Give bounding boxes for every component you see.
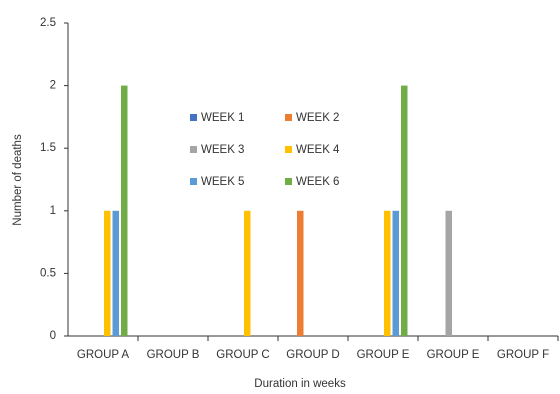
legend-label: WEEK 2 (296, 112, 339, 124)
legend-swatch (190, 178, 197, 185)
y-tick-label: 1.5 (40, 142, 56, 154)
y-tick-label: 2 (50, 80, 56, 92)
legend-swatch (190, 146, 197, 153)
legend-label: WEEK 5 (201, 176, 244, 188)
legend-label: WEEK 6 (296, 176, 339, 188)
bar (121, 85, 128, 336)
x-tick-label: GROUP E (357, 349, 410, 361)
x-tick-label: GROUP D (286, 349, 339, 361)
x-tick-label: GROUP C (216, 349, 269, 361)
y-axis-title: Number of deaths (12, 134, 24, 226)
bar (445, 210, 452, 336)
y-tick-label: 2.5 (40, 17, 56, 29)
bar (384, 210, 391, 336)
x-tick-label: GROUP F (497, 349, 549, 361)
y-tick-label: 0 (50, 330, 56, 342)
bar (401, 85, 408, 336)
bar (104, 210, 111, 336)
x-tick-label: GROUP E (427, 349, 480, 361)
x-tick-label: GROUP B (147, 349, 200, 361)
legend-swatch (285, 178, 292, 185)
legend-swatch (190, 114, 197, 121)
bar (112, 210, 119, 336)
legend-swatch (285, 146, 292, 153)
bar (244, 210, 251, 336)
x-axis-title: Duration in weeks (254, 378, 346, 390)
legend-label: WEEK 3 (201, 144, 244, 156)
bar (297, 210, 304, 336)
bar (392, 210, 399, 336)
legend-label: WEEK 4 (296, 144, 340, 156)
x-tick-label: GROUP A (77, 349, 130, 361)
y-tick-label: 0.5 (40, 267, 56, 279)
y-tick-label: 1 (50, 205, 56, 217)
legend-swatch (285, 114, 292, 121)
legend-label: WEEK 1 (201, 112, 244, 124)
